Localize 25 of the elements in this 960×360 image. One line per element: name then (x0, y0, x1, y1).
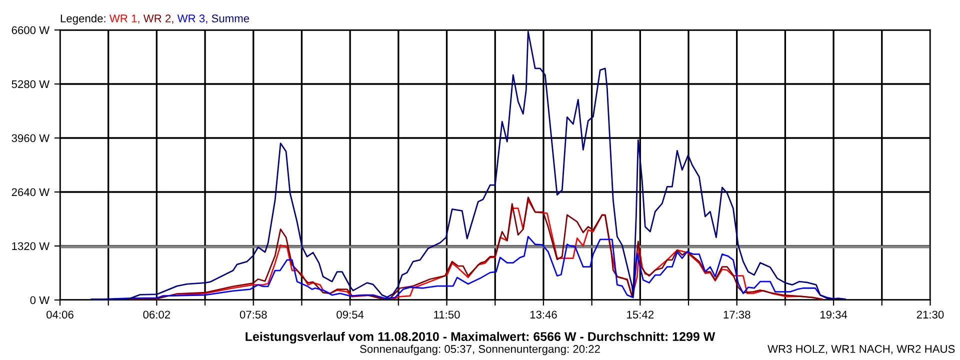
text: Summe (212, 14, 250, 22)
x-tick-label: 11:50 (434, 310, 460, 319)
x-tick-label: 07:58 (240, 310, 267, 319)
text: Leistungsverlauf vom 11.08.2010 - Maximalwert: 6566 W - Durchschnitt: 1299 W (246, 332, 716, 344)
text: WR 3, (177, 14, 208, 24)
x-tick-label: 04:06 (46, 310, 74, 319)
y-tick-label: 3960 W (12, 134, 50, 142)
x-tick-label: 21:30 (916, 310, 944, 319)
y-tick-label: 0 W (30, 296, 50, 304)
y-tick-label: 6600 W (12, 26, 50, 34)
legend-title: Legende: (60, 14, 106, 25)
text: WR 2, (143, 14, 174, 24)
x-tick-label: 19:34 (820, 310, 848, 319)
line-series (90, 30, 846, 300)
text: WR3 HOLZ, WR1 NACH, WR2 HAUS (768, 345, 955, 354)
text: Sonnenaufgang: 05:37, Sonnenuntergang: 20:22 (360, 344, 600, 356)
x-tick-label: 06:02 (143, 310, 170, 319)
x-tick-label: 17:38 (724, 310, 750, 319)
y-tick-label: 1320 W (12, 242, 50, 250)
x-tick-label: 15:42 (627, 310, 654, 319)
x-tick-label: 13:46 (530, 310, 557, 319)
y-tick-label: 5280 W (12, 80, 50, 88)
text: WR 1, (109, 14, 140, 24)
x-tick-label: 09:54 (336, 310, 364, 319)
y-tick-label: 2640 W (12, 188, 50, 196)
